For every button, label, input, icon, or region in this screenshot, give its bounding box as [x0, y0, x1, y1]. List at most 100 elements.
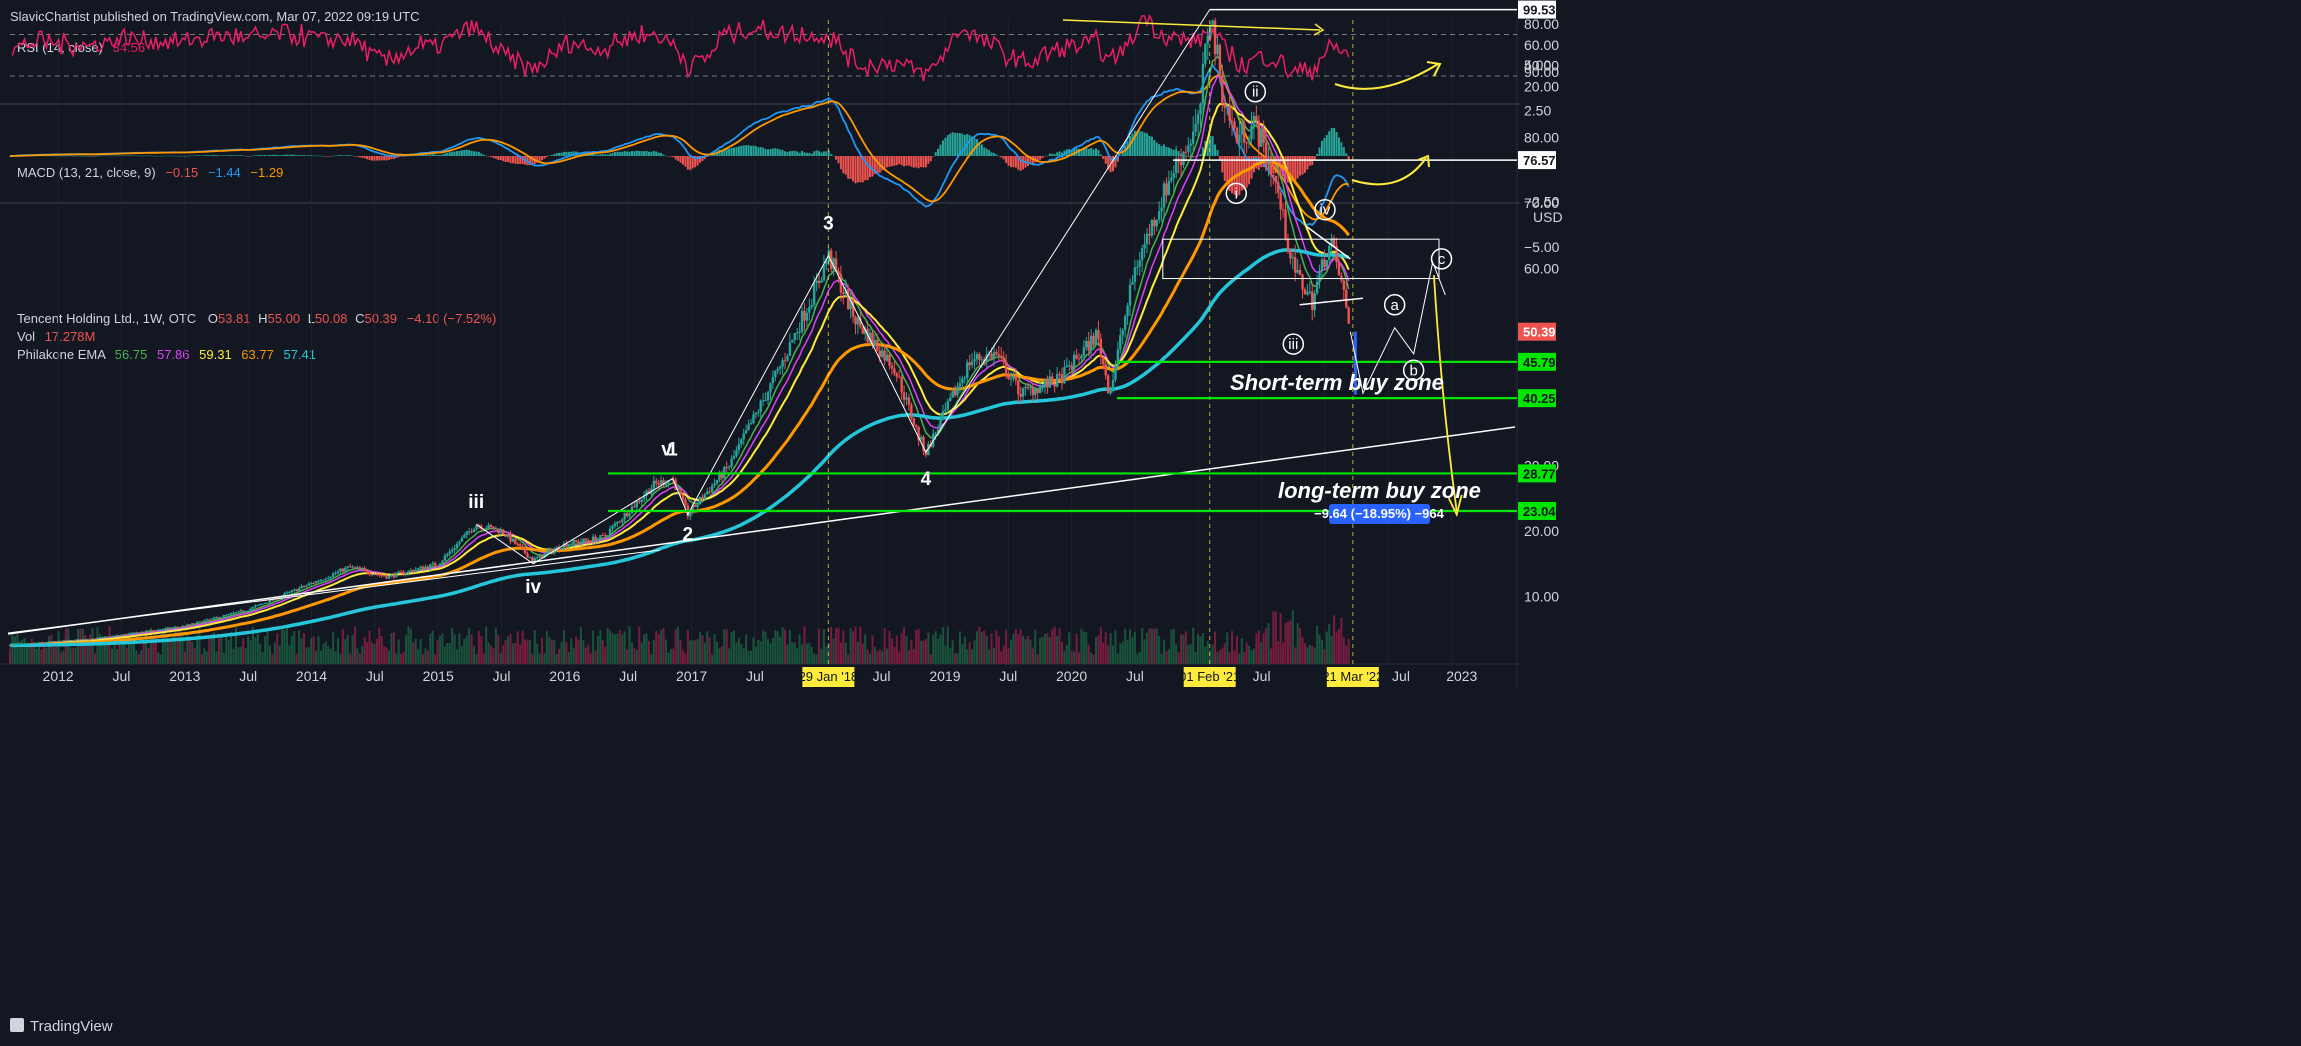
macd-histogram-bar [638, 150, 641, 156]
volume-bar [1150, 628, 1153, 664]
macd-histogram-bar [985, 148, 988, 156]
candle-body [171, 627, 174, 629]
candle-body [744, 430, 748, 434]
volume-bar [1286, 621, 1289, 664]
macd-legend[interactable]: MACD (13, 21, close, 9) −0.15 −1.44 −1.2… [17, 165, 283, 180]
volume-bar [769, 643, 772, 664]
volume-bar [130, 635, 133, 664]
volume-bar [611, 633, 614, 664]
rsi-divergence-arrow [1062, 19, 1321, 31]
macd-histogram-bar [1299, 156, 1302, 176]
volume-bar [436, 639, 439, 664]
volume-bar [519, 644, 522, 664]
macd-histogram-bar [429, 154, 432, 156]
macd-histogram-bar [412, 155, 415, 157]
macd-histogram-bar [480, 153, 483, 156]
volume-bar [1158, 635, 1161, 664]
macd-histogram-bar [222, 155, 225, 156]
volume-bar [118, 639, 121, 664]
wave-label-4: 4 [921, 469, 932, 490]
candle-body [93, 638, 97, 640]
volume-bar [745, 634, 748, 664]
candle-body [514, 538, 517, 545]
wave-circle [1244, 80, 1267, 103]
macd-histogram-bar [912, 156, 915, 168]
candle-body [963, 377, 967, 379]
macd-histogram-bar [757, 147, 760, 156]
candle-body [890, 365, 894, 369]
volume-bar [536, 643, 539, 664]
candle-body [1262, 128, 1265, 143]
macd-histogram-bar [361, 156, 364, 158]
candle-body [52, 641, 55, 643]
macd-histogram-bar [1201, 147, 1204, 156]
volume-bar [1065, 645, 1068, 664]
candle-body [898, 376, 901, 378]
volume-bar [86, 638, 89, 664]
time-axis-label: Jul [619, 668, 637, 684]
macd-histogram-bar [1158, 144, 1161, 156]
volume-bar [363, 636, 366, 664]
rsi-axis-label: 80.00 [1524, 16, 1559, 32]
macd-histogram-bar [1112, 156, 1115, 172]
volume-bar [570, 638, 573, 664]
volume-bar [439, 635, 442, 664]
candle-body [484, 528, 488, 530]
macd-histogram-bar [1017, 156, 1020, 170]
candle-body [50, 641, 53, 643]
tradingview-logo[interactable]: TradingView [10, 1018, 113, 1035]
volume-bar [932, 634, 935, 664]
candle-body [1260, 128, 1263, 147]
volume-bar [893, 646, 896, 664]
candle-body [885, 354, 889, 361]
candle-body [655, 480, 658, 484]
candle-body [324, 578, 328, 580]
volume-bar [1282, 642, 1285, 664]
volume-bar [752, 637, 755, 664]
macd-histogram-bar [1029, 156, 1032, 165]
candle-body [849, 299, 852, 310]
volume-bar [366, 642, 369, 664]
candle-body [215, 617, 218, 619]
ema-legend[interactable]: Philakone EMA 56.75 57.86 59.31 63.77 57… [17, 347, 316, 362]
candle-body [45, 642, 48, 644]
macd-histogram-bar [106, 155, 109, 157]
macd-histogram-bar [1286, 156, 1289, 183]
macd-histogram-bar [402, 156, 405, 157]
macd-histogram-bar [1255, 156, 1258, 169]
volume-bar [1231, 631, 1234, 664]
candle-body [1289, 251, 1292, 259]
symbol-legend[interactable]: Tencent Holding Ltd., 1W, OTC O53.81 H55… [17, 311, 496, 326]
signal-line [10, 74, 1349, 221]
macd-histogram-bar [881, 156, 884, 171]
volume-bar [293, 630, 296, 664]
volume-bar [1097, 635, 1100, 664]
ema-value-5: 57.41 [283, 347, 316, 362]
volume-bar [302, 633, 305, 664]
candle-body [737, 443, 741, 451]
macd-histogram-bar [281, 155, 284, 156]
volume-bar [490, 645, 493, 664]
macd-histogram-bar [1194, 156, 1197, 157]
macd-histogram-bar [592, 153, 595, 156]
candle-body [868, 332, 872, 343]
macd-histogram-bar [1308, 156, 1311, 166]
macd-histogram-bar [791, 151, 794, 156]
volume-bar [1194, 651, 1197, 664]
macd-histogram-bar [1136, 130, 1139, 156]
volume-bar [1308, 644, 1311, 664]
volume-bar [227, 640, 230, 664]
macd-histogram-bar [1036, 156, 1039, 162]
candle-body [1332, 238, 1336, 246]
candle-body [312, 582, 315, 584]
candle-body [494, 528, 498, 530]
macd-histogram-bar [84, 155, 87, 157]
candle-body [825, 261, 828, 265]
candle-body [1330, 238, 1333, 247]
volume-legend[interactable]: Vol 17.278M [17, 329, 95, 344]
candle-body [611, 525, 614, 529]
candle-body [1104, 364, 1107, 376]
volume-bar [1109, 632, 1112, 664]
macd-histogram-bar [490, 156, 493, 157]
